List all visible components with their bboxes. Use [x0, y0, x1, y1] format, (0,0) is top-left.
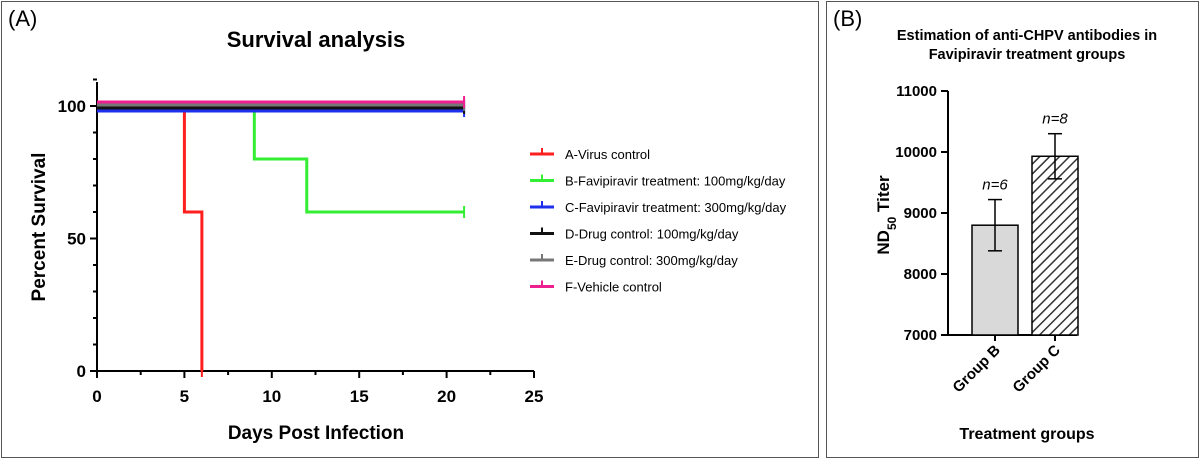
y-tick-label: 100 — [58, 97, 86, 116]
x-tick-label: Group C — [1009, 342, 1064, 397]
y-tick-label: 10000 — [895, 144, 937, 161]
legend-entry: F-Vehicle control — [565, 280, 662, 295]
sample-size-label: n=8 — [1042, 111, 1068, 128]
x-axis-title: Days Post Infection — [228, 423, 404, 444]
bar — [1031, 155, 1079, 336]
y-tick-label: 9000 — [904, 205, 937, 222]
x-axis-title: Treatment groups — [959, 426, 1094, 443]
y-axis-title: ND50 Titer — [874, 175, 899, 255]
panel-b-tag: (B) — [833, 6, 863, 31]
survival-series-line — [97, 104, 204, 371]
y-tick-label: 7000 — [904, 327, 937, 344]
x-tick-label: 20 — [437, 387, 456, 406]
legend-entry: C-Favipiravir treatment: 300mg/kg/day — [565, 200, 787, 215]
chart-title-line-2: Favipiravir treatment groups — [929, 47, 1126, 63]
x-tick-label: 0 — [92, 387, 101, 406]
chart-title: Survival analysis — [227, 27, 406, 52]
x-tick-label: 10 — [262, 387, 281, 406]
survival-chart: Survival analysis 0 5 10 15 20 25 0 50 100 Days Po… — [29, 27, 787, 444]
y-tick-label: 11000 — [896, 83, 937, 100]
panel-b: (B) Estimation of anti-CHPV antibodies i… — [826, 1, 1199, 458]
y-tick-label: 0 — [77, 362, 86, 381]
chart-title-line-1: Estimation of anti-CHPV antibodies in — [897, 28, 1157, 44]
panel-a-tag: (A) — [8, 6, 38, 31]
x-tick-label: Group B — [949, 342, 1004, 397]
legend-entry: B-Favipiravir treatment: 100mg/kg/day — [565, 174, 786, 189]
x-tick-label: 5 — [180, 387, 189, 406]
y-tick-label: 50 — [67, 230, 86, 249]
x-tick-label: 25 — [525, 387, 544, 406]
x-tick-label: 15 — [350, 387, 369, 406]
legend-entry: D-Drug control: 100mg/kg/day — [565, 227, 739, 242]
legend-entry: E-Drug control: 300mg/kg/day — [565, 253, 738, 268]
sample-size-label: n=6 — [982, 177, 1008, 194]
panel-a: (A) Survival analysis 0 5 10 15 20 25 0 50 100 Day… — [1, 1, 819, 458]
survival-series-line — [97, 104, 465, 214]
y-axis-title: Percent Survival — [29, 153, 50, 302]
y-tick-label: 8000 — [904, 266, 937, 283]
antibody-bar-chart: Estimation of anti-CHPV antibodies in Fav… — [874, 28, 1157, 443]
legend-entry: A-Virus control — [565, 147, 650, 162]
